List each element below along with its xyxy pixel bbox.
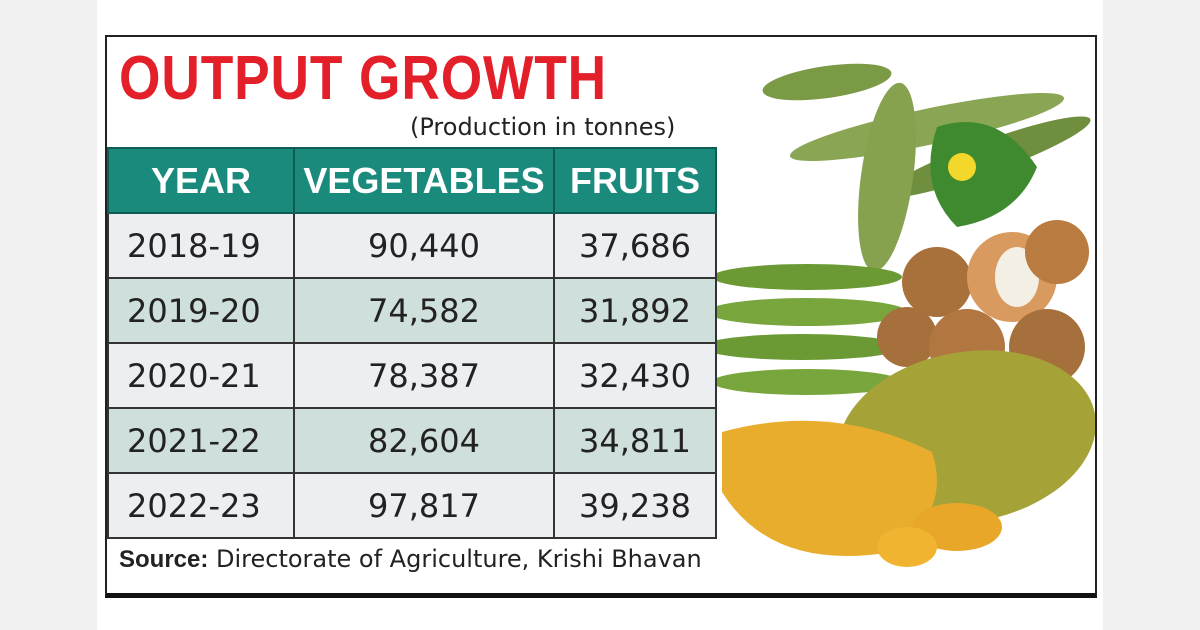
table-cell: 32,430	[553, 342, 717, 409]
table-cell: 97,817	[293, 472, 555, 539]
okra	[702, 264, 907, 395]
table-row: 2020-21 78,387 32,430	[107, 342, 717, 409]
table-cell: 39,238	[553, 472, 717, 539]
table-row: 2019-20 74,582 31,892	[107, 277, 717, 344]
header-cell: VEGETABLES	[293, 147, 555, 214]
table-row: 2018-19 90,440 37,686	[107, 212, 717, 279]
subtitle: (Production in tonnes)	[410, 113, 676, 141]
source-text: Directorate of Agriculture, Krishi Bhava…	[216, 545, 702, 573]
table-cell: 37,686	[553, 212, 717, 279]
title: OUTPUT GROWTH	[119, 44, 608, 113]
table-cell: 2018-19	[107, 212, 295, 279]
table-cell: 2022-23	[107, 472, 295, 539]
infographic: OUTPUT GROWTH (Production in tonnes) YEA…	[105, 35, 1097, 598]
table-cell: 31,892	[553, 277, 717, 344]
header-row: YEAR VEGETABLES FRUITS	[107, 147, 717, 214]
table-cell: 90,440	[293, 212, 555, 279]
data-table: YEAR VEGETABLES FRUITS 2018-19 90,440 37,686…	[107, 147, 717, 539]
table-row: 2022-23 97,817 39,238	[107, 472, 717, 539]
source: Source: Directorate of Agriculture, Kris…	[119, 545, 702, 574]
table-cell: 34,811	[553, 407, 717, 474]
table-cell: 2019-20	[107, 277, 295, 344]
table-cell: 2021-22	[107, 407, 295, 474]
table-cell: 78,387	[293, 342, 555, 409]
table-cell: 82,604	[293, 407, 555, 474]
table-cell: 74,582	[293, 277, 555, 344]
produce-illustration	[702, 63, 1095, 567]
gourds	[762, 63, 1091, 272]
table-row: 2021-22 82,604 34,811	[107, 407, 717, 474]
table-cell: 2020-21	[107, 342, 295, 409]
header-cell: YEAR	[107, 147, 295, 214]
header-cell: FRUITS	[553, 147, 717, 214]
jackfruit	[722, 350, 1095, 567]
source-label: Source:	[119, 546, 209, 573]
